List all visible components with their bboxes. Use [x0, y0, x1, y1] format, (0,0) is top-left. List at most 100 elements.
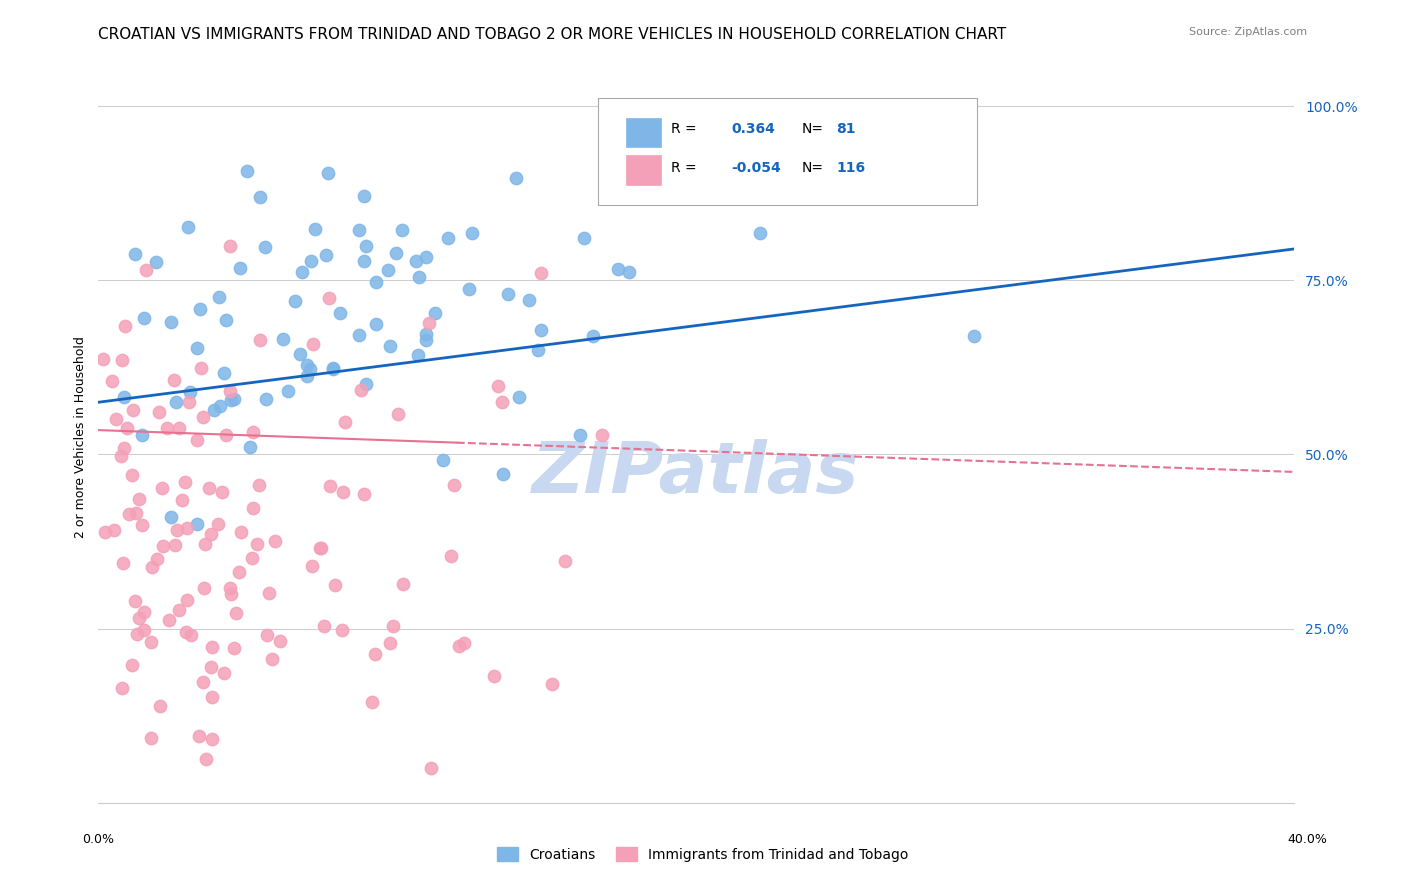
Point: [200, 660, 222, 674]
Point: [212, 366, 235, 380]
Point: [322, 362, 344, 376]
Point: [366, 317, 388, 331]
Point: [457, 282, 479, 296]
Point: [391, 223, 413, 237]
Point: [554, 554, 576, 568]
Point: [360, 696, 382, 710]
Point: [186, 341, 208, 355]
Point: [186, 517, 208, 532]
Point: [103, 524, 125, 538]
Point: [198, 482, 221, 496]
Point: [166, 523, 188, 537]
Point: [591, 428, 613, 442]
Point: [519, 293, 541, 307]
Point: [288, 346, 311, 360]
Point: [295, 368, 318, 383]
Point: [191, 409, 214, 424]
Point: [329, 305, 352, 319]
Point: [415, 250, 437, 264]
Point: [110, 449, 132, 463]
Point: [406, 348, 429, 362]
Point: [447, 640, 470, 654]
Point: [378, 636, 401, 650]
Point: [160, 315, 183, 329]
Point: [160, 510, 183, 524]
Point: [377, 263, 399, 277]
Point: [301, 558, 323, 573]
Point: [215, 313, 238, 327]
Point: [193, 581, 215, 595]
Point: [569, 428, 592, 442]
Point: [139, 634, 162, 648]
Point: [190, 361, 212, 376]
Point: [211, 485, 233, 500]
Text: 81: 81: [837, 122, 856, 136]
Text: 40.0%: 40.0%: [1288, 833, 1327, 846]
Point: [247, 478, 270, 492]
Point: [141, 559, 163, 574]
Point: [167, 421, 190, 435]
Point: [461, 226, 484, 240]
Point: [145, 255, 167, 269]
Point: [165, 538, 187, 552]
Point: [405, 253, 427, 268]
Point: [134, 605, 156, 619]
Point: [249, 333, 271, 347]
Point: [508, 390, 530, 404]
Point: [382, 619, 405, 633]
Point: [208, 290, 231, 304]
Point: [297, 358, 319, 372]
Point: [420, 761, 443, 775]
Point: [202, 403, 225, 417]
Text: R =: R =: [671, 122, 696, 136]
Text: 0.364: 0.364: [731, 122, 775, 136]
Text: N=: N=: [801, 122, 824, 136]
Point: [263, 534, 285, 549]
Point: [167, 603, 190, 617]
Point: [392, 576, 415, 591]
Point: [277, 384, 299, 398]
Point: [347, 328, 370, 343]
Point: [125, 506, 148, 520]
Point: [269, 633, 291, 648]
Point: [423, 306, 446, 320]
Point: [387, 407, 409, 421]
Point: [582, 329, 605, 343]
Point: [316, 166, 339, 180]
Text: ZIPatlas: ZIPatlas: [533, 439, 859, 508]
Point: [179, 628, 201, 642]
Point: [304, 221, 326, 235]
Point: [482, 668, 505, 682]
Point: [157, 613, 180, 627]
Point: [191, 675, 214, 690]
Point: [219, 582, 242, 596]
Point: [353, 254, 375, 268]
Point: [207, 516, 229, 531]
Y-axis label: 2 or more Vehicles in Household: 2 or more Vehicles in Household: [75, 336, 87, 538]
Point: [149, 698, 172, 713]
Point: [201, 732, 224, 747]
Point: [121, 403, 143, 417]
Point: [284, 294, 307, 309]
Point: [541, 677, 564, 691]
Point: [378, 339, 401, 353]
Point: [491, 467, 513, 481]
Point: [249, 190, 271, 204]
Point: [246, 536, 269, 550]
Point: [415, 333, 437, 347]
Point: [418, 316, 440, 330]
Point: [486, 379, 509, 393]
Point: [148, 404, 170, 418]
Point: [606, 262, 628, 277]
Point: [195, 751, 218, 765]
Point: [271, 332, 294, 346]
Text: CROATIAN VS IMMIGRANTS FROM TRINIDAD AND TOBAGO 2 OR MORE VEHICLES IN HOUSEHOLD : CROATIAN VS IMMIGRANTS FROM TRINIDAD AND…: [98, 27, 1007, 42]
Point: [262, 651, 284, 665]
Point: [200, 527, 222, 541]
Point: [127, 627, 149, 641]
Point: [146, 552, 169, 566]
Point: [228, 565, 250, 579]
Point: [299, 361, 322, 376]
Point: [366, 275, 388, 289]
Point: [350, 383, 373, 397]
